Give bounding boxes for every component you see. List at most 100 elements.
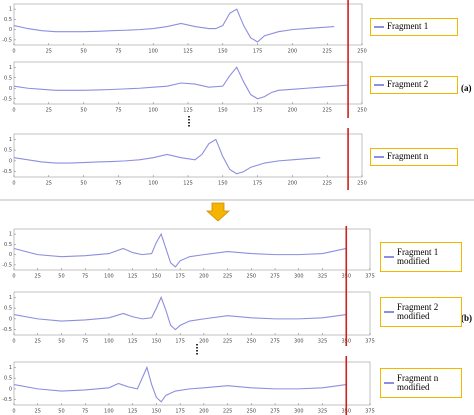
x-tick-label: 175 [253,181,263,187]
y-tick-label: 0.5 [4,306,12,312]
x-tick-label: 100 [104,409,114,415]
x-tick-label: 325 [318,274,328,280]
y-tick-label: -0.5 [2,262,12,268]
x-tick-label: 50 [80,181,86,187]
x-tick-label: 300 [294,409,304,415]
y-tick-label: 0.5 [4,75,12,81]
y-tick-label: 0 [9,252,12,258]
legend-swatch [374,84,384,86]
x-tick-label: 200 [199,409,209,415]
y-tick-label: 0.5 [4,376,12,382]
x-tick-label: 0 [12,108,15,114]
x-tick-label: 175 [175,274,185,280]
x-tick-label: 25 [35,339,41,345]
legend: Fragment n [370,148,458,166]
x-tick-label: 25 [46,181,52,187]
plot-area [13,361,371,406]
x-tick-label: 150 [152,339,162,345]
x-tick-label: 200 [288,49,298,55]
x-tick-label: 25 [35,409,41,415]
x-tick-label: 25 [46,49,52,55]
y-tick-label: -0.5 [2,37,12,43]
legend-label: Fragment 1 modified [397,246,439,266]
x-tick-label: 150 [152,274,162,280]
legend: Fragment 2 modified [380,297,462,327]
x-tick-label: 375 [365,339,375,345]
x-tick-label: 0 [12,181,15,187]
x-tick-label: 125 [128,274,138,280]
x-tick-label: 250 [247,274,257,280]
x-tick-label: 75 [82,409,88,415]
x-tick-label: 225 [223,339,233,345]
x-tick-label: 200 [199,339,209,345]
series-line [13,138,321,175]
x-tick-label: 325 [318,339,328,345]
arrow [205,202,231,222]
x-tick-label: 175 [253,108,263,114]
y-tick-label: 1 [9,65,12,71]
x-tick-label: 225 [322,49,332,55]
x-tick-label: 250 [247,409,257,415]
y-tick-label: 0 [9,386,12,392]
y-tick-label: 0.5 [4,148,12,154]
x-tick-label: 125 [128,409,138,415]
x-tick-label: 225 [322,108,332,114]
series-line [13,232,347,268]
y-tick-label: 0 [9,158,12,164]
y-tick-label: 0.5 [4,242,12,248]
series-line [13,295,347,331]
x-tick-label: 275 [270,339,280,345]
x-tick-label: 375 [365,409,375,415]
plot-area [13,291,371,336]
x-tick-label: 100 [104,274,114,280]
x-tick-label: 100 [148,181,158,187]
x-tick-label: 0 [12,274,15,280]
x-tick-label: 50 [80,108,86,114]
legend-swatch [384,256,394,258]
x-tick-label: 75 [82,339,88,345]
y-tick-label: 0 [9,27,12,33]
x-tick-label: 125 [183,49,193,55]
legend-label: Fragment n [387,151,429,162]
x-tick-label: 225 [223,409,233,415]
ellipsis-b [196,344,198,355]
y-tick-label: -0.5 [2,327,12,333]
x-tick-label: 200 [288,108,298,114]
plot-area [13,133,363,178]
legend-label: Fragment n modified [397,372,439,392]
x-tick-label: 100 [104,339,114,345]
series-line [13,8,335,43]
x-tick-label: 225 [223,274,233,280]
x-tick-label: 150 [218,108,228,114]
y-tick-label: 1 [9,365,12,371]
x-tick-label: 125 [183,108,193,114]
x-tick-label: 75 [82,274,88,280]
series-line [13,66,349,100]
x-tick-label: 50 [58,274,64,280]
x-tick-label: 175 [175,409,185,415]
x-tick-label: 325 [318,409,328,415]
panel-label: (b) [461,313,472,323]
x-tick-label: 50 [58,409,64,415]
x-tick-label: 150 [152,409,162,415]
plot-area [13,228,371,271]
y-tick-label: 0 [9,86,12,92]
legend: Fragment n modified [380,368,462,398]
panel-label: (a) [461,83,472,93]
x-tick-label: 175 [253,49,263,55]
x-tick-label: 250 [357,49,367,55]
x-tick-label: 0 [12,339,15,345]
x-tick-label: 300 [294,339,304,345]
series-line [13,365,347,403]
x-tick-label: 100 [148,49,158,55]
y-tick-label: -0.5 [2,397,12,403]
x-tick-label: 200 [288,181,298,187]
legend-swatch [374,26,384,28]
legend-label: Fragment 2 [387,79,429,90]
x-tick-label: 250 [357,108,367,114]
legend: Fragment 2 [370,76,458,94]
x-tick-label: 250 [357,181,367,187]
x-tick-label: 275 [270,274,280,280]
y-tick-label: 1 [9,7,12,13]
